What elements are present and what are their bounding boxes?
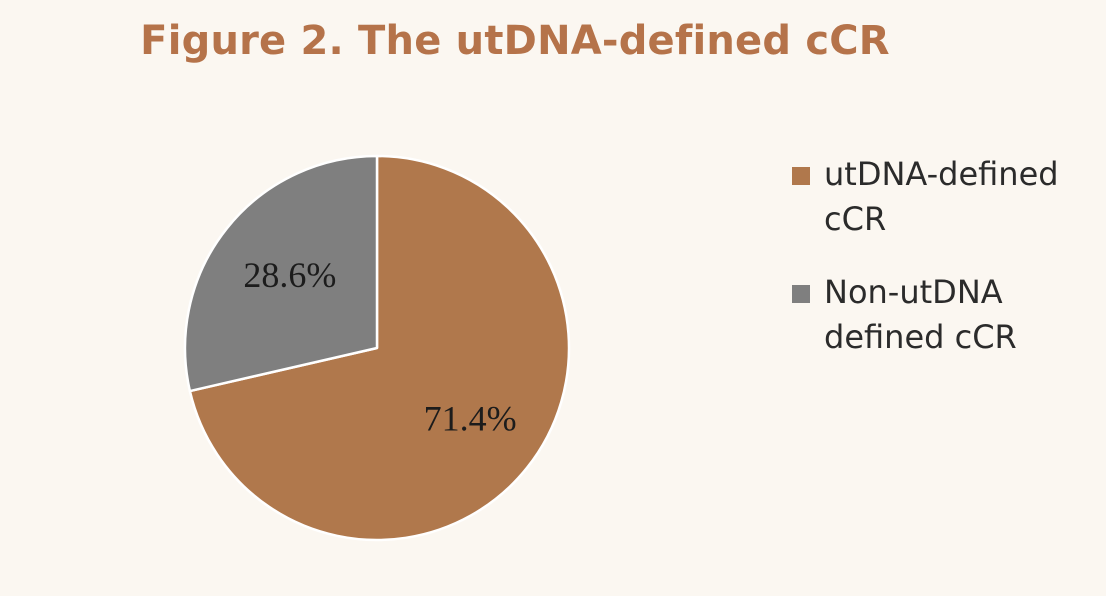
pie-slices [183,154,571,542]
legend-label-line1: utDNA-defined [824,155,1059,193]
data-label-utdna-defined-ccr: 71.4% [424,398,517,438]
legend-swatch-utdna-defined-ccr [792,167,810,185]
legend-label-line2: cCR [824,200,887,238]
chart-title: Figure 2. The utDNA-defined cCR [140,18,890,64]
legend-item-non-utdna-defined-ccr: Non-utDNA defined cCR [792,270,1104,360]
legend-swatch-non-utdna-defined-ccr [792,285,810,303]
pie-slice-utdna-defined-ccr [188,154,571,542]
legend-label-line2: defined cCR [824,318,1017,356]
legend: utDNA-defined cCR Non-utDNA defined cCR [792,152,1104,388]
legend-item-utdna-defined-ccr: utDNA-defined cCR [792,152,1104,242]
legend-label-utdna-defined-ccr: utDNA-defined cCR [824,152,1104,242]
pie-slice-non-utdna-defined-ccr [183,154,379,393]
legend-label-line1: Non-utDNA [824,273,1003,311]
pie-data-labels: 71.4% 28.6% [243,255,516,438]
data-label-non-utdna-defined-ccr: 28.6% [243,255,336,295]
legend-label-non-utdna-defined-ccr: Non-utDNA defined cCR [824,270,1104,360]
